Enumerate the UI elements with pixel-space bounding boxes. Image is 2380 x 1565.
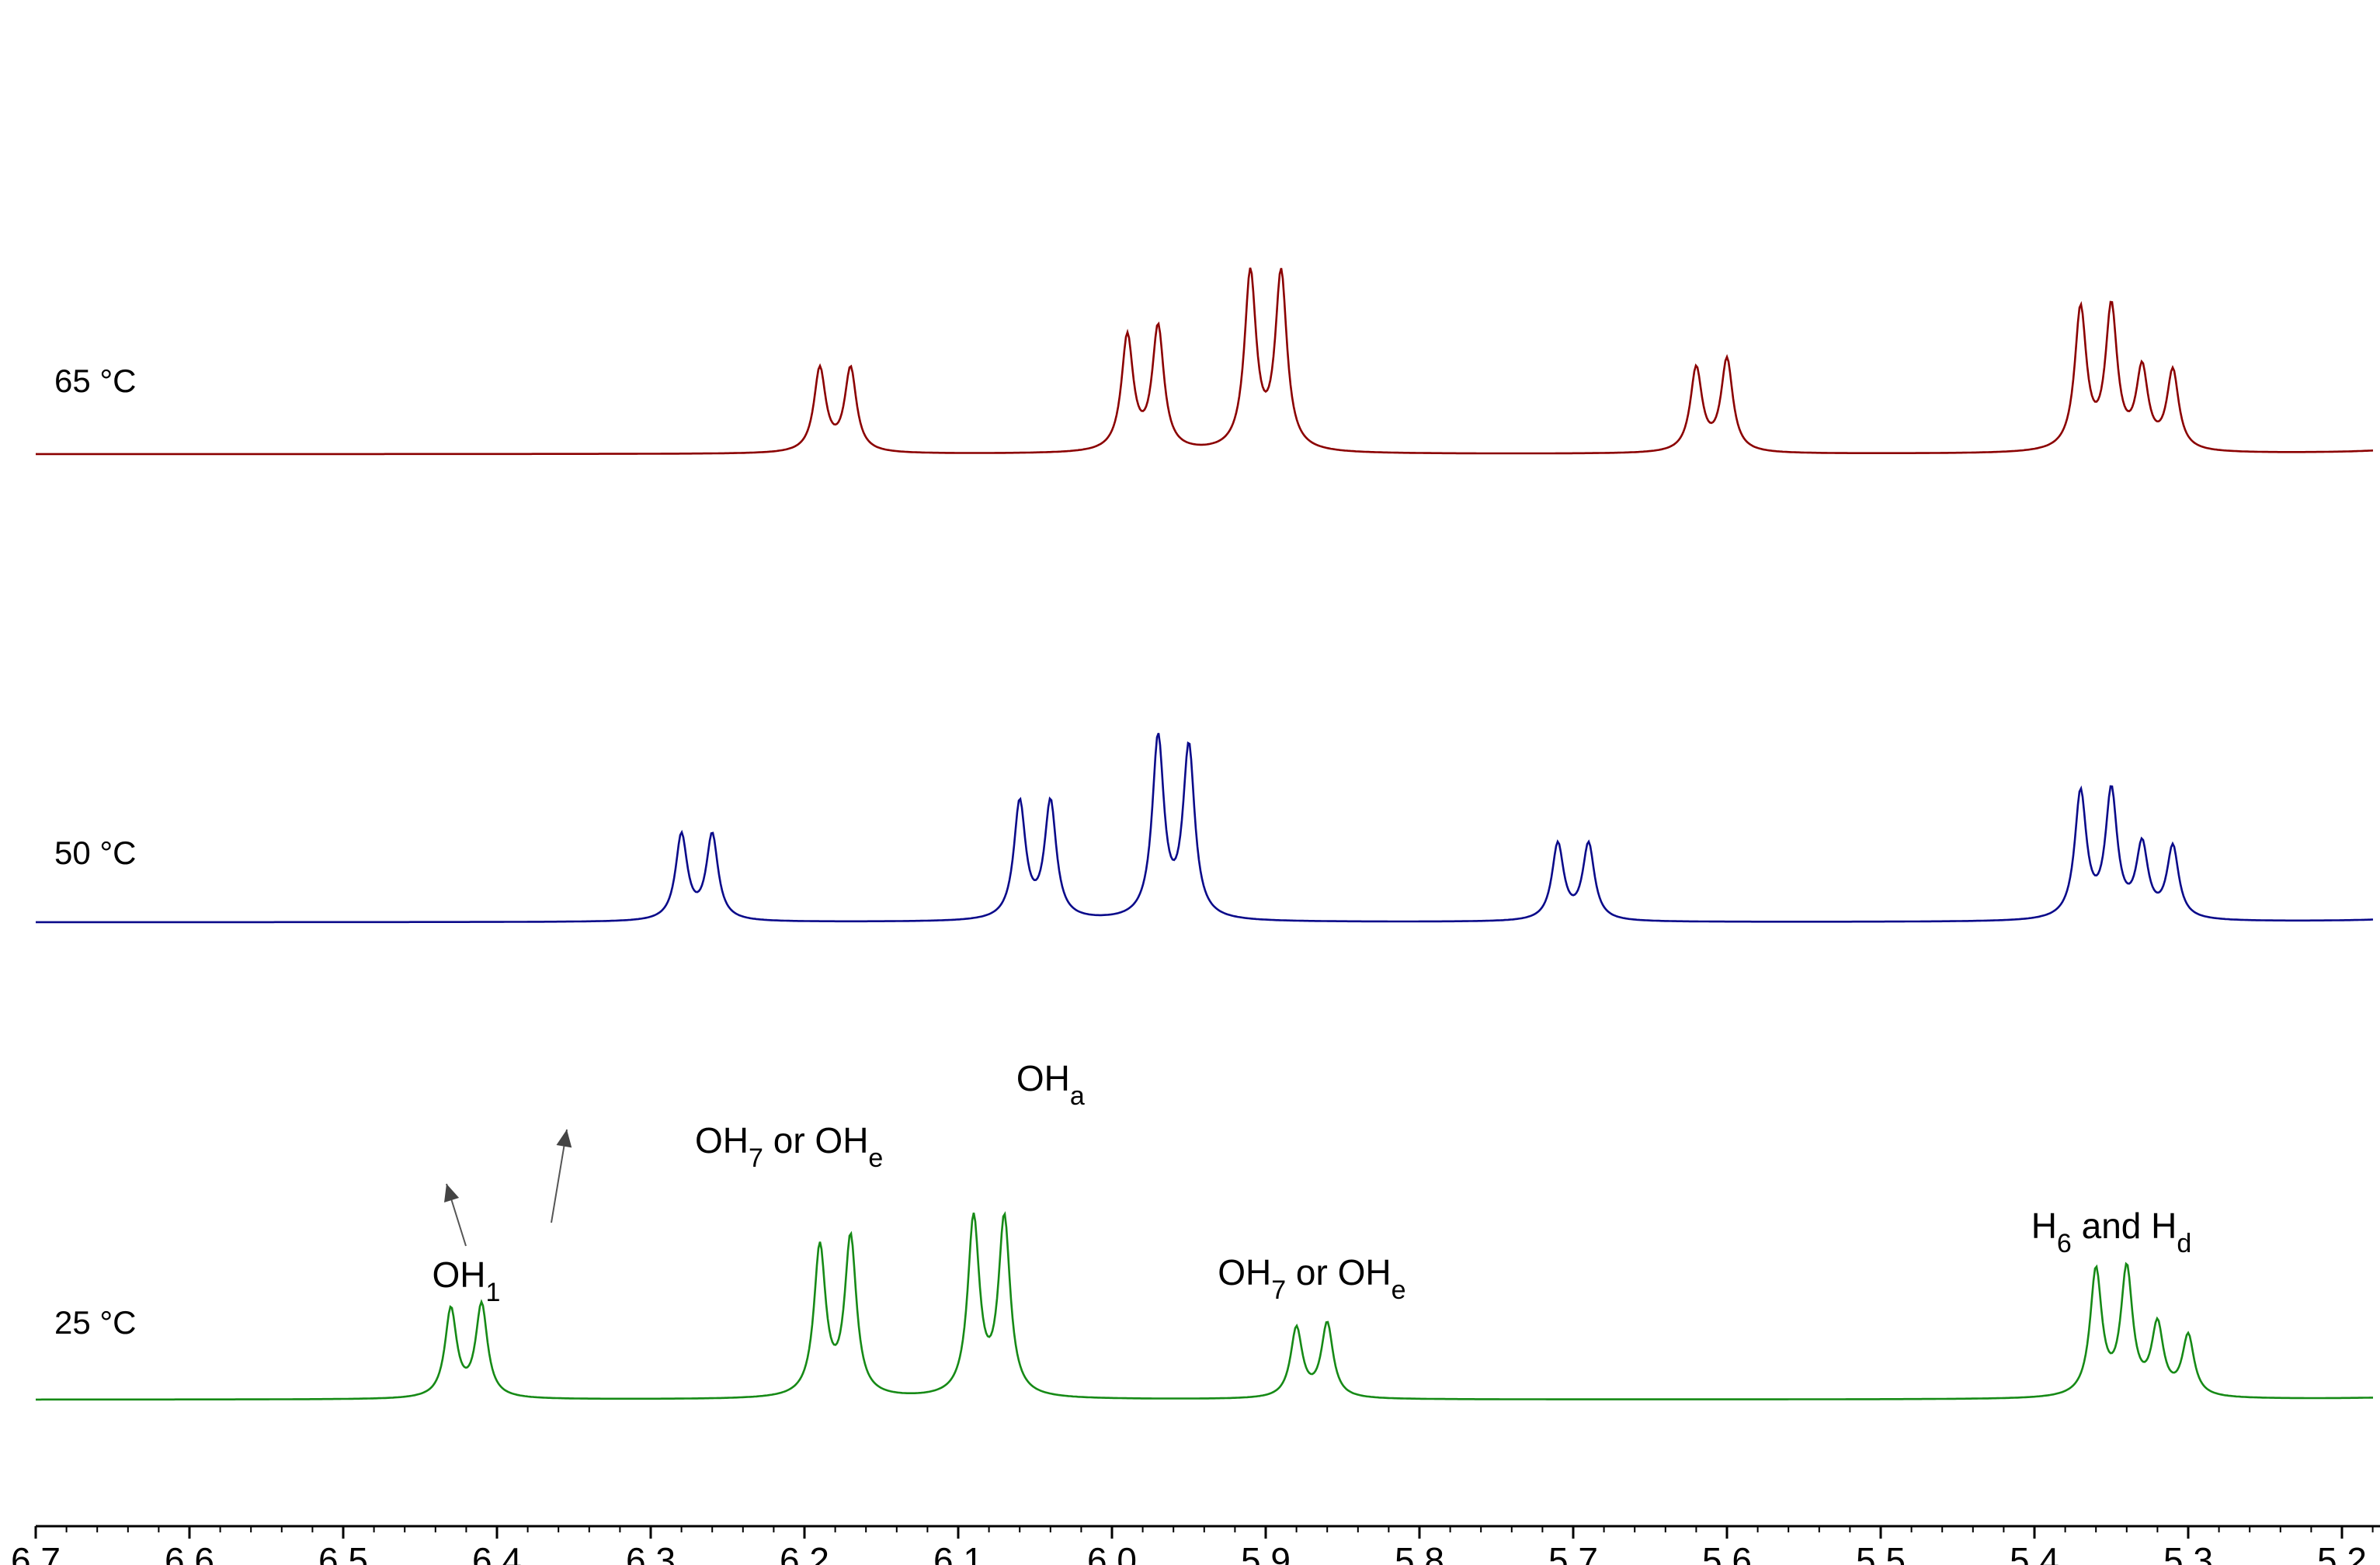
x-tick-label: 6.5 xyxy=(318,1540,368,1565)
x-tick-label: 5.7 xyxy=(1548,1540,1598,1565)
spectrum-line-1 xyxy=(36,267,2374,456)
spectrum-line-2 xyxy=(36,732,2374,924)
spectrum-line-3 xyxy=(36,1211,2373,1401)
x-tick-label: 6.7 xyxy=(11,1540,61,1565)
x-tick-label: 6.2 xyxy=(780,1540,829,1565)
x-tick-label: 5.6 xyxy=(1702,1540,1752,1565)
annotation-arrowhead xyxy=(444,1184,460,1202)
peak-annotation: OHa xyxy=(1016,1058,1085,1111)
trace-label-3: 25 °C xyxy=(54,1304,137,1341)
x-tick-label: 6.4 xyxy=(472,1540,522,1565)
x-tick-label: 6.6 xyxy=(165,1540,214,1565)
peak-annotation: OH1 xyxy=(432,1254,500,1307)
trace-label-2: 50 °C xyxy=(54,835,137,871)
peak-annotation: H6 and Hd xyxy=(2031,1206,2192,1258)
x-tick-label: 6.0 xyxy=(1087,1540,1137,1565)
x-tick-label: 5.9 xyxy=(1241,1540,1291,1565)
x-tick-label: 5.2 xyxy=(2317,1540,2367,1565)
spectrum-traces xyxy=(36,267,2374,1401)
x-tick-label: 5.5 xyxy=(1856,1540,1906,1565)
x-tick-label: 5.3 xyxy=(2163,1540,2213,1565)
x-axis: 6.7 6.6 6.5 6.4 6.3 6.2 6.1 6.0 5.9 5.8 5.7 5.6 5.5 5… xyxy=(11,1526,2374,1565)
x-tick-label: 5.4 xyxy=(2010,1540,2059,1565)
x-tick-label: 6.3 xyxy=(626,1540,676,1565)
trace-label-1: 65 °C xyxy=(54,363,137,399)
trace-labels: 65 °C 50 °C 25 °C xyxy=(54,363,137,1341)
peak-annotation: OH7 or OHe xyxy=(1218,1252,1405,1305)
annotation-arrowhead xyxy=(556,1130,572,1148)
x-tick-label: 6.1 xyxy=(933,1540,983,1565)
x-tick-label: 5.8 xyxy=(1395,1540,1444,1565)
peak-annotation: OH7 or OHe xyxy=(695,1120,883,1173)
